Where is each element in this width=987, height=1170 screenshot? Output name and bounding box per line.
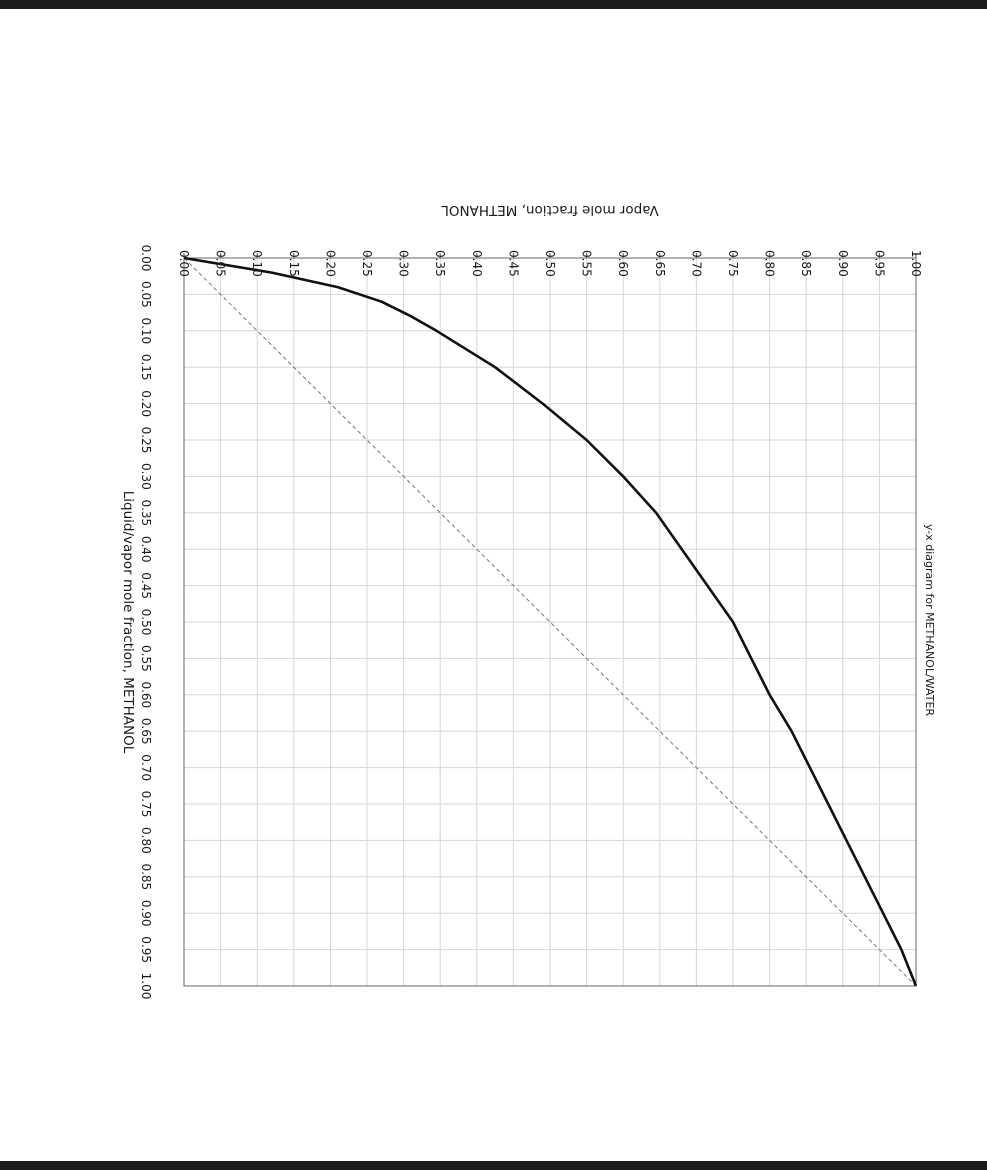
x-tick-label: 0.00 [139, 245, 153, 272]
x-tick-label: 0.05 [139, 281, 153, 308]
x-tick-label: 0.55 [139, 645, 153, 672]
chart-title: y-x diagram for METHANOL/WATER [923, 524, 936, 716]
x-tick-label: 0.65 [139, 718, 153, 745]
y-tick-label: 0.30 [397, 250, 411, 277]
y-tick-label: 0.05 [214, 250, 228, 277]
x-tick-label: 0.70 [139, 754, 153, 781]
grid [183, 257, 917, 987]
x-tick-label: 0.30 [139, 463, 153, 490]
x-tick-label: 0.75 [139, 791, 153, 818]
y-tick-label: 0.40 [470, 250, 484, 277]
y-tick-label: 0.45 [506, 250, 520, 277]
equilibrium-series-line [183, 256, 918, 987]
bottom-border [0, 1161, 987, 1170]
y-tick-label: 0.35 [433, 250, 447, 277]
x-tick-label: 0.45 [139, 572, 153, 599]
x-tick-label: 0.40 [139, 536, 153, 563]
x-tick-label: 1.00 [139, 973, 153, 1000]
x-axis-label: Liquid/vapor mole fraction, METHANOL [120, 491, 136, 754]
y-tick-label: 0.85 [799, 250, 813, 277]
x-tick-label: 0.35 [139, 499, 153, 526]
equilibrium-curve [183, 256, 918, 987]
y-tick-label: 0.25 [360, 250, 374, 277]
y-tick-label: 0.65 [653, 250, 667, 277]
y-axis-ticks: 0.00 0.05 0.10 0.15 0.20 0.25 0.30 0.35 0.40 0.45… [177, 250, 923, 277]
y-tick-label: 0.90 [836, 250, 850, 277]
y-tick-label: 0.15 [287, 250, 301, 277]
x-tick-label: 0.80 [139, 827, 153, 854]
y-tick-label: 0.55 [580, 250, 594, 277]
y-axis-label: Vapor mole fraction, METHANOL [441, 202, 659, 218]
top-border [0, 0, 987, 9]
y-tick-label: 0.75 [726, 250, 740, 277]
y-tick-label: 0.70 [689, 250, 703, 277]
x-tick-label: 0.60 [139, 681, 153, 708]
x-tick-label: 0.20 [139, 390, 153, 417]
y-tick-label: 0.60 [616, 250, 630, 277]
x-axis-ticks: 0.00 0.05 0.10 0.15 0.20 0.25 0.30 0.35 0.40 0.45… [139, 245, 153, 1000]
x-tick-label: 0.90 [139, 900, 153, 927]
x-tick-label: 0.10 [139, 317, 153, 344]
y-tick-label: 0.50 [543, 250, 557, 277]
y-tick-label: 0.80 [763, 250, 777, 277]
x-tick-label: 0.15 [139, 354, 153, 381]
y-tick-label: 1.00 [909, 250, 923, 277]
x-tick-label: 0.85 [139, 863, 153, 890]
y-tick-label: 0.10 [250, 250, 264, 277]
y-tick-label: 0.00 [177, 250, 191, 277]
y-tick-label: 0.95 [872, 250, 886, 277]
x-tick-label: 0.25 [139, 427, 153, 454]
x-tick-label: 0.50 [139, 609, 153, 636]
x-tick-label: 0.95 [139, 936, 153, 963]
y-tick-label: 0.20 [323, 250, 337, 277]
